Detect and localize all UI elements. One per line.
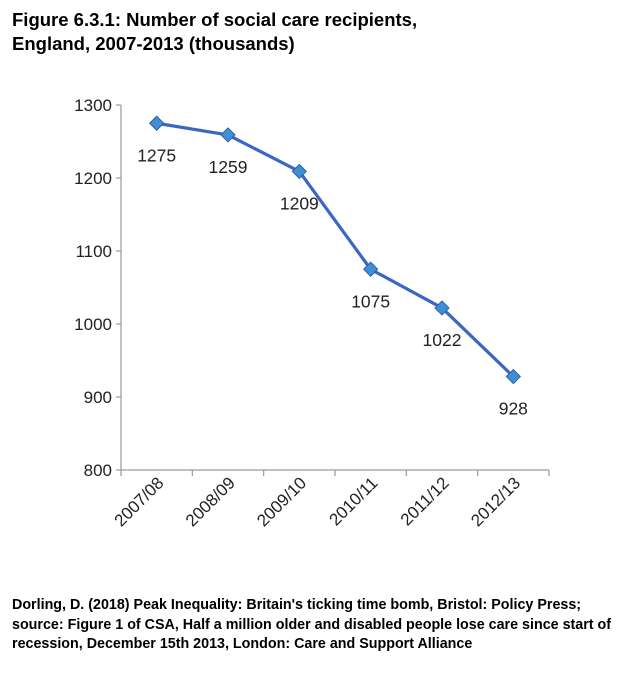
- x-tick-label: 2007/08: [111, 473, 168, 530]
- data-point: [362, 261, 379, 277]
- x-tick-label: 2009/10: [253, 473, 310, 530]
- y-tick-label: 900: [84, 388, 112, 407]
- y-tick-label: 1200: [74, 169, 112, 188]
- data-point: [505, 368, 522, 385]
- data-label: 1259: [209, 157, 248, 177]
- y-tick-label: 1000: [74, 315, 112, 334]
- series-line: [156, 121, 515, 378]
- data-point: [148, 115, 165, 131]
- x-tick-label: 2008/09: [182, 473, 239, 530]
- data-label: 1275: [137, 145, 176, 165]
- y-tick-label: 800: [84, 461, 112, 480]
- y-tick-label: 1300: [74, 96, 112, 115]
- x-tick-label: 2012/13: [467, 473, 524, 530]
- chart-title-line-1: Figure 6.3.1: Number of social care reci…: [12, 9, 418, 30]
- source-caption: Dorling, D. (2018) Peak Inequality: Brit…: [12, 597, 612, 652]
- data-label: 1209: [280, 193, 319, 213]
- line-chart: 800 900 1000 1100 1200 1300 2007/08 2008/09 2009…: [74, 96, 550, 530]
- data-label: 928: [499, 399, 528, 419]
- chart-title-line-2: England, 2007-2013 (thousands): [12, 33, 295, 54]
- data-label: 1022: [423, 330, 462, 350]
- chart-title: Figure 6.3.1: Number of social care reci…: [12, 8, 417, 56]
- data-label: 1075: [351, 291, 390, 311]
- y-tick-label: 1100: [75, 242, 112, 261]
- x-tick-label: 2011/12: [397, 473, 453, 529]
- x-tick-label: 2010/11: [325, 473, 381, 529]
- data-point: [291, 163, 308, 180]
- data-point: [434, 300, 450, 316]
- data-point: [220, 127, 236, 143]
